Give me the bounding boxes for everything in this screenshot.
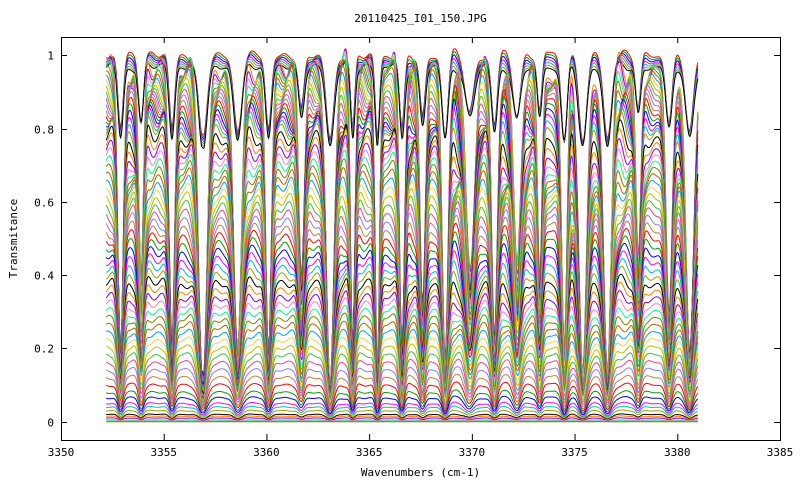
- x-tick-label: 3380: [664, 446, 691, 459]
- y-axis-label: Transmitance: [7, 199, 20, 278]
- series-line: [106, 373, 699, 411]
- series-line: [106, 405, 699, 418]
- chart-title: 20110425_I01_150.JPG: [354, 12, 486, 25]
- series-line: [106, 401, 699, 417]
- y-tick-label: 0.6: [34, 197, 54, 210]
- y-tick-label: 0.8: [34, 124, 54, 137]
- series-line: [106, 413, 698, 420]
- x-tick-label: 3375: [561, 446, 588, 459]
- x-tick-label: 3360: [253, 446, 280, 459]
- x-tick-label: 3355: [150, 446, 177, 459]
- y-tick-label: 1: [47, 50, 54, 63]
- ticks-layer: 3350 3355 3360 3365 3370 3375 3380 3385 0 0.2 0.4 0…: [34, 37, 793, 459]
- x-tick-label: 3350: [48, 446, 75, 459]
- y-tick-label: 0.2: [34, 343, 54, 356]
- x-axis-label: Wavenumbers (cm-1): [361, 466, 480, 479]
- series-layer: [105, 47, 699, 423]
- x-tick-label: 3370: [459, 446, 486, 459]
- y-tick-label: 0: [47, 417, 54, 430]
- x-tick-label: 3365: [356, 446, 383, 459]
- series-line: [106, 395, 699, 416]
- series-line: [106, 409, 698, 419]
- series-line: [106, 415, 698, 421]
- x-tick-label: 3385: [767, 446, 794, 459]
- plot-frame: [61, 37, 781, 441]
- series-line: [106, 389, 699, 415]
- series-line: [106, 381, 699, 412]
- series-line: [105, 61, 699, 149]
- series-line: [106, 417, 698, 421]
- y-tick-label: 0.4: [34, 270, 54, 283]
